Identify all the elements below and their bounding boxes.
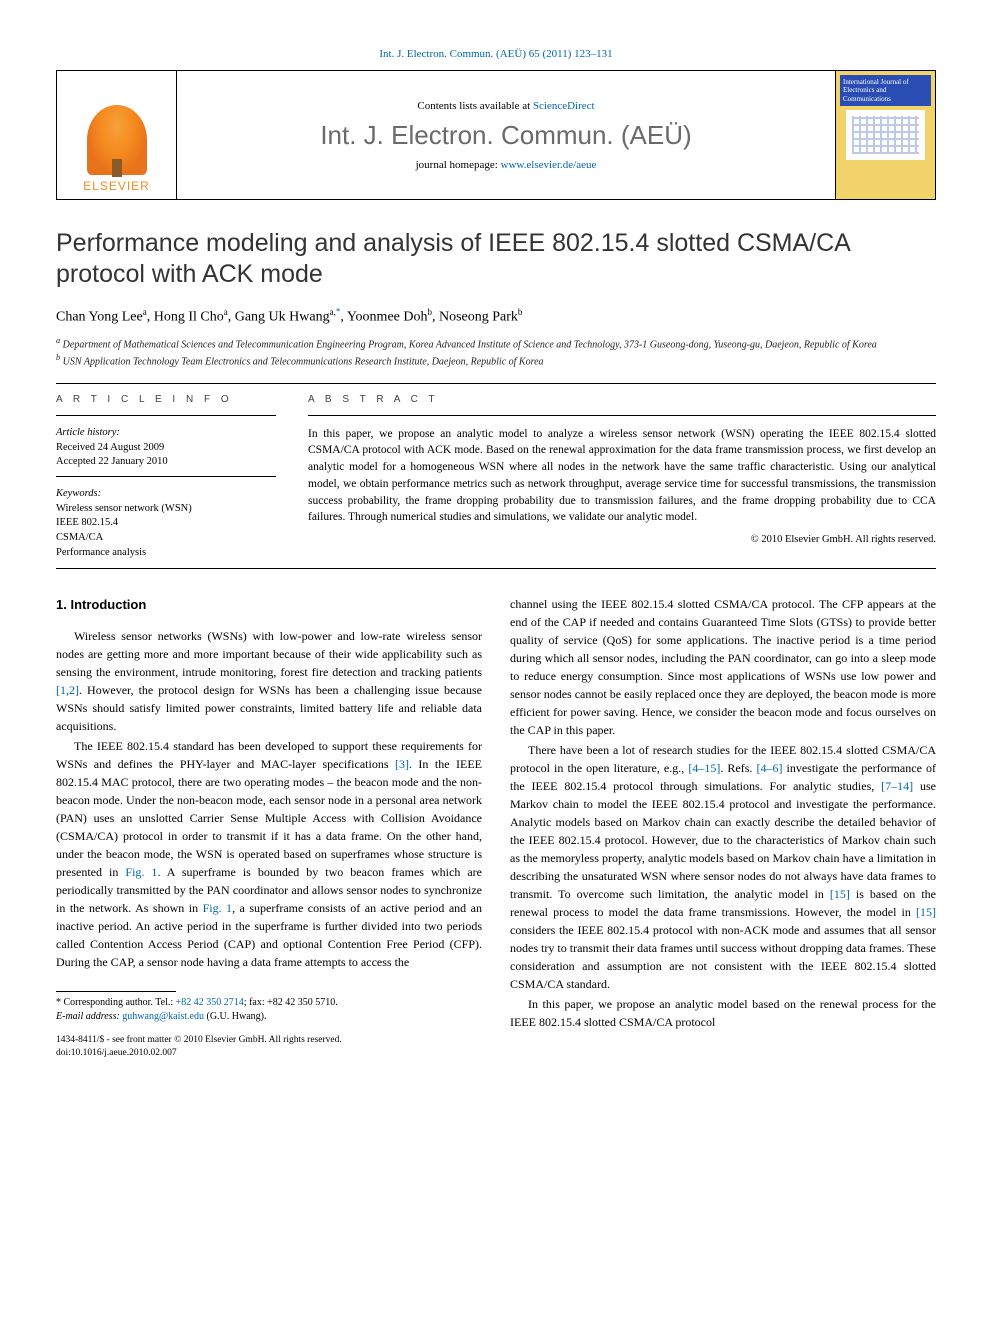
tel-link[interactable]: +82 42 350 2714 — [176, 997, 244, 1008]
homepage-prefix: journal homepage: — [416, 159, 501, 171]
copyright-block: 1434-8411/$ - see front matter © 2010 El… — [56, 1034, 482, 1060]
author-5-aff: b — [518, 307, 523, 317]
author-2: Hong Il Cho — [154, 309, 224, 324]
fax-text: ; fax: +82 42 350 5710. — [244, 997, 338, 1008]
publisher-cell: ELSEVIER — [57, 71, 177, 199]
history-label: Article history: — [56, 426, 276, 441]
corresponding-star-link[interactable]: * — [336, 309, 341, 324]
email-link[interactable]: guhwang@kaist.edu — [122, 1011, 204, 1022]
paragraph-1: Wireless sensor networks (WSNs) with low… — [56, 627, 482, 735]
p2-b: . In the IEEE 802.15.4 MAC protocol, the… — [56, 757, 482, 879]
running-head: Int. J. Electron. Commun. (AEÜ) 65 (2011… — [56, 48, 936, 60]
contents-prefix: Contents lists available at — [417, 100, 532, 112]
journal-center-cell: Contents lists available at ScienceDirec… — [177, 71, 835, 199]
keyword-1: Wireless sensor network (WSN) — [56, 502, 276, 517]
ref-15-b[interactable]: [15] — [916, 905, 936, 919]
corresponding-star: * — [336, 307, 341, 317]
affiliations: a Department of Mathematical Sciences an… — [56, 335, 936, 369]
author-4: Yoonmee Doh — [347, 309, 428, 324]
paragraph-4: There have been a lot of research studie… — [510, 741, 936, 993]
elsevier-label: ELSEVIER — [83, 179, 150, 193]
meta-rule-top — [56, 383, 936, 384]
author-1-aff: a — [143, 307, 147, 317]
p4-f: considers the IEEE 802.15.4 protocol wit… — [510, 923, 936, 991]
accepted-date: Accepted 22 January 2010 — [56, 455, 276, 470]
article-history: Article history: Received 24 August 2009… — [56, 426, 276, 470]
journal-name: Int. J. Electron. Commun. (AEÜ) — [320, 120, 691, 151]
ref-15-a[interactable]: [15] — [830, 887, 850, 901]
fig-1-link-a[interactable]: Fig. 1 — [125, 865, 157, 879]
ref-4-15[interactable]: [4–15] — [688, 761, 720, 775]
ref-4-6[interactable]: [4–6] — [756, 761, 782, 775]
p4-b: . Refs. — [720, 761, 756, 775]
journal-homepage-line: journal homepage: www.elsevier.de/aeue — [416, 159, 597, 171]
abstract-text: In this paper, we propose an analytic mo… — [308, 426, 936, 526]
contents-line: Contents lists available at ScienceDirec… — [417, 100, 594, 112]
meta-rule-bottom — [56, 568, 936, 569]
meta-row: A R T I C L E I N F O Article history: R… — [56, 394, 936, 561]
article-info-rule — [56, 415, 276, 416]
paragraph-3: channel using the IEEE 802.15.4 slotted … — [510, 595, 936, 739]
left-column-footer: * Corresponding author. Tel.: +82 42 350… — [56, 991, 482, 1060]
ref-1-2[interactable]: [1,2] — [56, 683, 79, 697]
keyword-3: CSMA/CA — [56, 531, 276, 546]
article-info-col: A R T I C L E I N F O Article history: R… — [56, 394, 276, 561]
corr-label: Corresponding author. Tel.: — [61, 997, 176, 1008]
p1-b: . However, the protocol design for WSNs … — [56, 683, 482, 733]
fig-1-link-b[interactable]: Fig. 1 — [203, 901, 233, 915]
sciencedirect-link[interactable]: ScienceDirect — [533, 100, 595, 112]
ref-7-14[interactable]: [7–14] — [881, 779, 913, 793]
footnote-rule — [56, 991, 176, 992]
footnotes: * Corresponding author. Tel.: +82 42 350… — [56, 996, 482, 1024]
received-date: Received 24 August 2009 — [56, 441, 276, 456]
abstract-head: A B S T R A C T — [308, 394, 936, 405]
section-1-heading: 1. Introduction — [56, 595, 482, 615]
cover-graphic-icon — [846, 110, 925, 160]
p1-a: Wireless sensor networks (WSNs) with low… — [56, 629, 482, 679]
citation-link[interactable]: Int. J. Electron. Commun. (AEÜ) 65 (2011… — [379, 48, 612, 60]
keywords-rule — [56, 476, 276, 477]
aff-a-text: Department of Mathematical Sciences and … — [60, 339, 877, 350]
author-2-aff: a — [224, 307, 228, 317]
front-matter-line: 1434-8411/$ - see front matter © 2010 El… — [56, 1034, 482, 1047]
keywords-label: Keywords: — [56, 487, 276, 502]
article-info-head: A R T I C L E I N F O — [56, 394, 276, 405]
keyword-2: IEEE 802.15.4 — [56, 516, 276, 531]
p4-d: use Markov chain to model the IEEE 802.1… — [510, 779, 936, 901]
cover-title: International Journal of Electronics and… — [840, 75, 931, 106]
keyword-4: Performance analysis — [56, 546, 276, 561]
author-1: Chan Yong Lee — [56, 309, 143, 324]
abstract-copyright: © 2010 Elsevier GmbH. All rights reserve… — [308, 534, 936, 545]
abstract-rule — [308, 415, 936, 416]
author-line: Chan Yong Leea, Hong Il Choa, Gang Uk Hw… — [56, 307, 936, 326]
doi-line: doi:10.1016/j.aeue.2010.02.007 — [56, 1047, 482, 1060]
body-columns: 1. Introduction Wireless sensor networks… — [56, 595, 936, 1059]
keywords-block: Keywords: Wireless sensor network (WSN) … — [56, 487, 276, 560]
homepage-link[interactable]: www.elsevier.de/aeue — [501, 159, 597, 171]
email-tail: (G.U. Hwang). — [204, 1011, 267, 1022]
paragraph-2: The IEEE 802.15.4 standard has been deve… — [56, 737, 482, 971]
journal-cover-cell: International Journal of Electronics and… — [835, 71, 935, 199]
author-4-aff: b — [427, 307, 432, 317]
author-3: Gang Uk Hwang — [235, 309, 330, 324]
ref-3[interactable]: [3] — [395, 757, 409, 771]
elsevier-tree-icon — [87, 105, 147, 175]
journal-header-box: ELSEVIER Contents lists available at Sci… — [56, 70, 936, 200]
aff-b-text: USN Application Technology Team Electron… — [60, 356, 543, 367]
author-5: Noseong Park — [439, 309, 518, 324]
email-label: E-mail address: — [56, 1011, 122, 1022]
abstract-col: A B S T R A C T In this paper, we propos… — [308, 394, 936, 561]
article-title: Performance modeling and analysis of IEE… — [56, 228, 936, 291]
paragraph-5: In this paper, we propose an analytic mo… — [510, 995, 936, 1031]
